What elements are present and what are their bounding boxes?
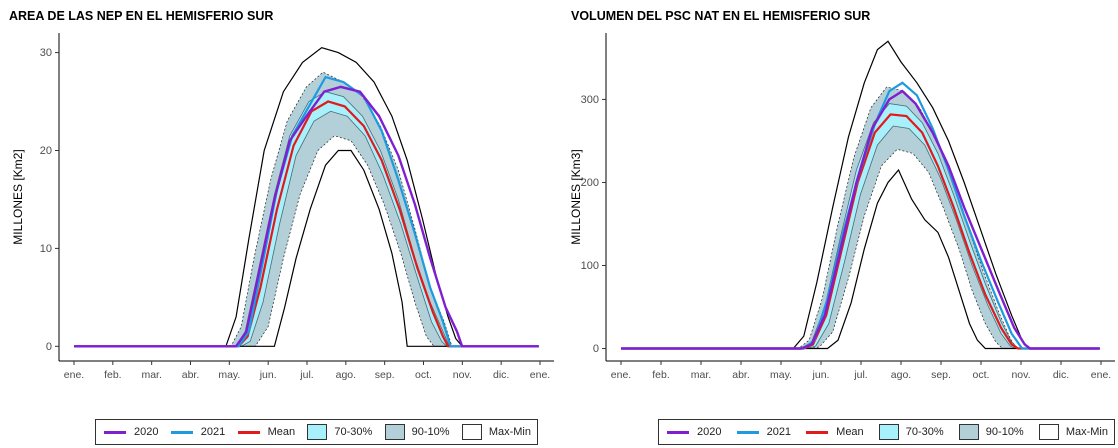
chart-panel-area: AREA DE LAS NEP EN EL HEMISFERIO SUR 0 10…	[9, 9, 554, 445]
x-tick-label: oct.	[415, 369, 432, 381]
min-line	[621, 168, 1100, 350]
y-tick-label: 200	[581, 177, 599, 189]
x-tick-label: sep.	[931, 369, 951, 381]
y-tick-label: 100	[581, 260, 599, 272]
p90-10-upper-line	[621, 86, 1100, 349]
x-tick-label: ene.	[611, 369, 631, 381]
x-tick-label: feb.	[104, 369, 122, 381]
area-chart: 0 10 20 30 ene. feb. mar. abr. may. jun. jul. ago. s…	[11, 33, 554, 381]
p70-30-lower-line	[74, 110, 539, 347]
x-tick-label: sep.	[375, 369, 395, 381]
legend-2021: 2021	[736, 426, 791, 438]
x-tick-label: may.	[218, 369, 240, 381]
legend-2021: 2021	[170, 426, 225, 438]
y-axis-label: MILLONES [Km2]	[11, 149, 25, 244]
x-tick-label: jun.	[812, 369, 830, 381]
y-axis-label: MILLONES [Km3]	[569, 149, 583, 244]
p90-10-lower-line	[621, 148, 1100, 349]
legend-70-30: 70-30%	[878, 424, 944, 440]
legend-max-min: Max-Min	[461, 424, 531, 440]
x-tick-label: abr.	[732, 369, 750, 381]
chart-legend: 2020 2021 Mean 70-30% 90-10% Max-Min	[658, 419, 1115, 445]
x-tick-label: ago.	[891, 369, 911, 381]
x-tick-label: jun.	[259, 369, 277, 381]
mean-line	[74, 100, 539, 348]
chart-title: AREA DE LAS NEP EN EL HEMISFERIO SUR	[9, 9, 274, 23]
legend-2020: 2020	[667, 426, 721, 438]
x-tick-label: nov.	[1011, 369, 1030, 381]
x-tick-label: ene.	[64, 369, 84, 381]
y-tick-label: 30	[40, 47, 52, 59]
x-tick-label: ene.	[530, 369, 550, 381]
x-tick-label: mar.	[141, 369, 161, 381]
p70-30-lower-line	[621, 125, 1100, 349]
x-tick-label: dic.	[1053, 369, 1069, 381]
legend-mean: Mean	[237, 426, 295, 438]
series-2020-line	[621, 89, 1100, 350]
legend-2020: 2020	[104, 426, 158, 438]
chart-legend: 2020 2021 Mean 70-30% 90-10% Max-Min	[95, 419, 538, 445]
p90-10-lower-line	[74, 135, 539, 347]
x-tick-label: feb.	[652, 369, 670, 381]
legend-mean: Mean	[806, 426, 864, 438]
x-tick-label: mar.	[691, 369, 711, 381]
series-2020-line	[74, 85, 539, 348]
max-line	[74, 47, 539, 347]
mean-line	[621, 113, 1100, 350]
series-2021-line	[621, 81, 1100, 350]
legend-90-10: 90-10%	[958, 424, 1024, 440]
y-tick-label: 20	[40, 145, 52, 157]
x-tick-label: nov.	[453, 369, 472, 381]
y-tick-label: 300	[581, 94, 599, 106]
p90-10-band	[74, 72, 539, 347]
legend-90-10: 90-10%	[384, 424, 450, 440]
min-line	[74, 149, 539, 347]
max-line	[621, 40, 1100, 350]
legend-70-30: 70-30%	[307, 424, 372, 440]
x-tick-label: jul.	[299, 369, 313, 381]
series-2021-line	[74, 75, 539, 348]
y-tick-label: 0	[46, 341, 52, 353]
y-tick-label: 10	[40, 243, 52, 255]
x-tick-label: ene.	[1091, 369, 1111, 381]
x-tick-label: dic.	[493, 369, 509, 381]
x-tick-label: ago.	[336, 369, 356, 381]
x-tick-label: abr.	[182, 369, 200, 381]
legend-max-min: Max-Min	[1038, 424, 1108, 440]
x-tick-label: jul.	[853, 369, 867, 381]
x-tick-label: oct.	[973, 369, 990, 381]
volume-chart: 0 100 200 300 ene. feb. mar. abr. may. jun. jul. ag…	[569, 33, 1115, 381]
chart-panel-volume: VOLUMEN DEL PSC NAT EN EL HEMISFERIO SUR…	[559, 0, 1118, 448]
y-tick-label: 0	[593, 343, 599, 355]
chart-title: VOLUMEN DEL PSC NAT EN EL HEMISFERIO SUR	[571, 9, 871, 23]
x-tick-label: may.	[770, 369, 792, 381]
